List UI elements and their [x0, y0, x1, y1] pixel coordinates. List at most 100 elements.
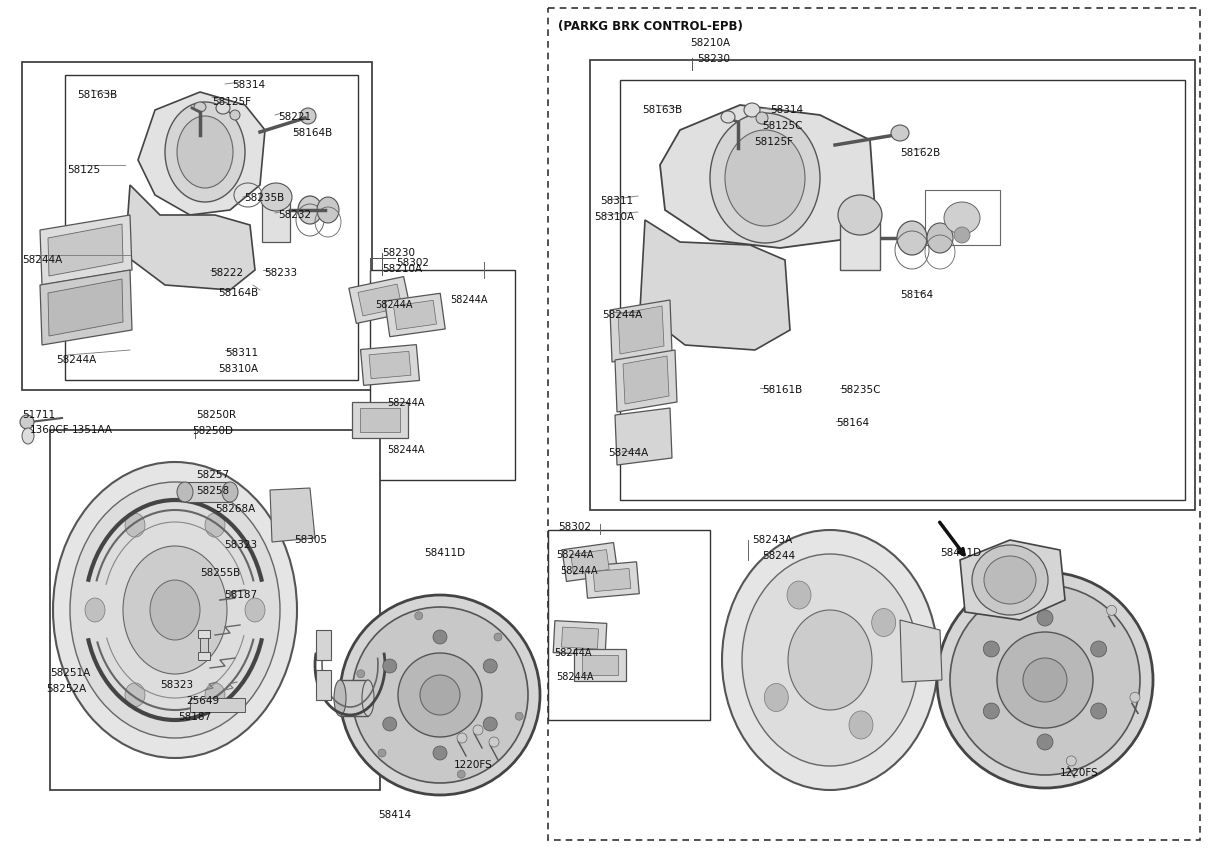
Bar: [199, 630, 210, 638]
Ellipse shape: [458, 770, 465, 778]
Ellipse shape: [383, 717, 397, 731]
Ellipse shape: [205, 513, 225, 537]
Ellipse shape: [434, 630, 447, 644]
Polygon shape: [562, 543, 618, 582]
Ellipse shape: [1067, 756, 1077, 766]
Polygon shape: [639, 220, 790, 350]
Bar: [22, 62, 372, 390]
Text: 58244A: 58244A: [22, 255, 62, 265]
Ellipse shape: [245, 598, 265, 622]
Text: 58258: 58258: [196, 486, 229, 496]
Text: 58243A: 58243A: [752, 535, 792, 545]
Ellipse shape: [222, 482, 239, 502]
Ellipse shape: [415, 611, 423, 620]
Text: 58244A: 58244A: [375, 300, 413, 310]
Text: 58244A: 58244A: [56, 355, 96, 365]
Ellipse shape: [985, 556, 1035, 604]
Text: 58302: 58302: [396, 258, 429, 268]
Polygon shape: [360, 408, 400, 432]
Polygon shape: [622, 356, 668, 404]
Polygon shape: [40, 215, 132, 285]
Bar: [65, 75, 358, 380]
Ellipse shape: [317, 197, 339, 223]
Text: 58244: 58244: [762, 551, 796, 561]
Text: 58244A: 58244A: [556, 550, 593, 560]
Bar: [316, 630, 331, 660]
Text: 58232: 58232: [279, 210, 311, 220]
Bar: [199, 652, 210, 660]
Text: 58411D: 58411D: [940, 548, 981, 558]
Ellipse shape: [764, 683, 788, 711]
Polygon shape: [618, 306, 664, 354]
Text: 58125F: 58125F: [754, 137, 793, 147]
Polygon shape: [40, 270, 132, 345]
Text: 58221: 58221: [279, 112, 311, 122]
Polygon shape: [610, 300, 672, 362]
Bar: [190, 698, 245, 712]
Text: 51711: 51711: [22, 410, 56, 420]
Text: (PARKG BRK CONTROL-EPB): (PARKG BRK CONTROL-EPB): [558, 20, 742, 33]
Ellipse shape: [744, 103, 761, 117]
Bar: [185, 482, 230, 502]
Text: 58164: 58164: [836, 418, 869, 428]
Ellipse shape: [474, 725, 483, 735]
Text: 58235B: 58235B: [243, 193, 285, 203]
Ellipse shape: [891, 125, 909, 141]
Ellipse shape: [725, 130, 805, 226]
Bar: [925, 190, 1000, 245]
Ellipse shape: [194, 102, 206, 112]
Bar: [200, 632, 208, 660]
Bar: [50, 430, 380, 790]
Ellipse shape: [340, 595, 540, 795]
Polygon shape: [553, 621, 607, 656]
Bar: [371, 270, 515, 480]
Ellipse shape: [177, 116, 233, 188]
Polygon shape: [900, 620, 942, 682]
Text: 58314: 58314: [770, 105, 803, 115]
Ellipse shape: [298, 196, 322, 224]
Text: 1220FS: 1220FS: [1060, 768, 1098, 778]
Bar: [549, 530, 710, 720]
Ellipse shape: [383, 659, 397, 673]
Ellipse shape: [1107, 605, 1117, 616]
Bar: [840, 210, 880, 270]
Polygon shape: [660, 105, 876, 248]
Ellipse shape: [742, 554, 918, 766]
Ellipse shape: [230, 110, 240, 120]
Polygon shape: [352, 402, 408, 438]
Ellipse shape: [205, 683, 225, 707]
Text: 58187: 58187: [224, 590, 257, 600]
Text: 58323: 58323: [224, 540, 257, 550]
Polygon shape: [270, 488, 315, 542]
Polygon shape: [615, 350, 677, 412]
Text: 1360CF: 1360CF: [30, 425, 69, 435]
Ellipse shape: [1037, 610, 1054, 626]
Text: 58244A: 58244A: [553, 648, 591, 658]
Polygon shape: [138, 92, 265, 215]
Ellipse shape: [1091, 641, 1107, 657]
Polygon shape: [570, 550, 609, 574]
Ellipse shape: [165, 102, 245, 202]
Bar: [549, 8, 1200, 840]
Text: 58164B: 58164B: [218, 288, 258, 298]
Text: 58125C: 58125C: [762, 121, 803, 131]
Text: 58310A: 58310A: [595, 212, 635, 222]
Text: 58305: 58305: [294, 535, 327, 545]
Ellipse shape: [997, 632, 1094, 728]
Ellipse shape: [489, 737, 499, 747]
Ellipse shape: [177, 482, 193, 502]
Ellipse shape: [515, 712, 523, 720]
Text: 58244A: 58244A: [559, 566, 597, 576]
Ellipse shape: [849, 711, 873, 739]
Ellipse shape: [872, 609, 896, 637]
Polygon shape: [349, 276, 411, 323]
Text: 58125: 58125: [67, 165, 101, 175]
Ellipse shape: [21, 415, 34, 429]
Ellipse shape: [838, 195, 882, 235]
Ellipse shape: [70, 482, 280, 738]
Polygon shape: [369, 351, 411, 379]
Text: 58161B: 58161B: [762, 385, 802, 395]
Ellipse shape: [1037, 734, 1054, 750]
Text: 58163B: 58163B: [642, 105, 682, 115]
Ellipse shape: [457, 733, 467, 743]
